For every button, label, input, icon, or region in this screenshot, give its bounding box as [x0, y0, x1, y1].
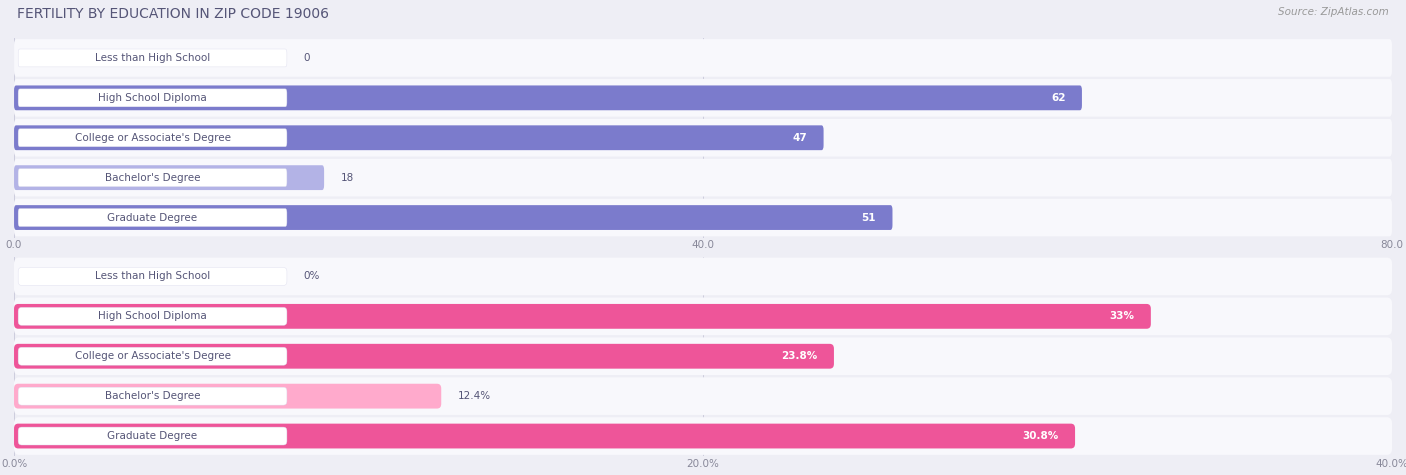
Text: Less than High School: Less than High School: [96, 53, 209, 63]
Text: College or Associate's Degree: College or Associate's Degree: [75, 133, 231, 143]
Text: 62: 62: [1050, 93, 1066, 103]
Text: 47: 47: [792, 133, 807, 143]
FancyBboxPatch shape: [18, 129, 287, 147]
FancyBboxPatch shape: [14, 205, 893, 230]
FancyBboxPatch shape: [18, 169, 287, 187]
FancyBboxPatch shape: [14, 304, 1152, 329]
Text: Less than High School: Less than High School: [96, 271, 209, 282]
Text: Bachelor's Degree: Bachelor's Degree: [105, 172, 200, 183]
Text: 0%: 0%: [304, 271, 319, 282]
FancyBboxPatch shape: [18, 209, 287, 227]
FancyBboxPatch shape: [18, 49, 287, 67]
FancyBboxPatch shape: [14, 125, 824, 150]
FancyBboxPatch shape: [18, 347, 287, 365]
FancyBboxPatch shape: [18, 267, 287, 285]
FancyBboxPatch shape: [14, 337, 1392, 375]
Text: High School Diploma: High School Diploma: [98, 93, 207, 103]
FancyBboxPatch shape: [14, 344, 834, 369]
FancyBboxPatch shape: [14, 377, 1392, 415]
Text: 12.4%: 12.4%: [458, 391, 491, 401]
Text: 51: 51: [862, 212, 876, 223]
FancyBboxPatch shape: [14, 165, 325, 190]
FancyBboxPatch shape: [14, 39, 1392, 77]
FancyBboxPatch shape: [14, 384, 441, 408]
Text: FERTILITY BY EDUCATION IN ZIP CODE 19006: FERTILITY BY EDUCATION IN ZIP CODE 19006: [17, 7, 329, 21]
Text: 33%: 33%: [1109, 311, 1135, 322]
FancyBboxPatch shape: [14, 199, 1392, 237]
Text: Bachelor's Degree: Bachelor's Degree: [105, 391, 200, 401]
FancyBboxPatch shape: [18, 307, 287, 325]
Text: Graduate Degree: Graduate Degree: [107, 212, 198, 223]
Text: Graduate Degree: Graduate Degree: [107, 431, 198, 441]
FancyBboxPatch shape: [14, 417, 1392, 455]
FancyBboxPatch shape: [14, 257, 1392, 295]
Text: Source: ZipAtlas.com: Source: ZipAtlas.com: [1278, 7, 1389, 17]
Text: 0: 0: [304, 53, 309, 63]
Text: 23.8%: 23.8%: [782, 351, 817, 361]
Text: 30.8%: 30.8%: [1022, 431, 1059, 441]
FancyBboxPatch shape: [14, 424, 1076, 448]
FancyBboxPatch shape: [18, 427, 287, 445]
FancyBboxPatch shape: [14, 119, 1392, 157]
Text: High School Diploma: High School Diploma: [98, 311, 207, 322]
FancyBboxPatch shape: [14, 297, 1392, 335]
FancyBboxPatch shape: [18, 89, 287, 107]
FancyBboxPatch shape: [14, 79, 1392, 117]
FancyBboxPatch shape: [18, 387, 287, 405]
Text: 18: 18: [340, 172, 354, 183]
Text: College or Associate's Degree: College or Associate's Degree: [75, 351, 231, 361]
FancyBboxPatch shape: [14, 159, 1392, 197]
FancyBboxPatch shape: [14, 86, 1083, 110]
